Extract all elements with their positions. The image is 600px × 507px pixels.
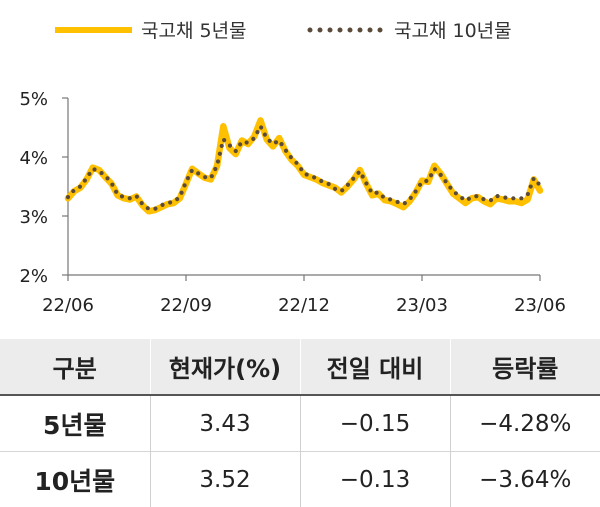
yield-table: 구분 현재가(%) 전일 대비 등락률 5년물 3.43 −0.15 −4.28…	[0, 339, 600, 507]
header-change: 전일 대비	[300, 339, 450, 395]
header-price: 현재가(%)	[150, 339, 300, 395]
table-header-row: 구분 현재가(%) 전일 대비 등락률	[0, 339, 600, 395]
series-group	[68, 120, 540, 211]
x-tick-label: 22/09	[160, 295, 212, 316]
row-rate: −4.28%	[450, 395, 600, 452]
legend: 국고채 5년물 국고채 10년물	[55, 20, 512, 42]
x-tick-label: 22/12	[278, 295, 330, 316]
header-category: 구분	[0, 339, 150, 395]
header-rate: 등락률	[450, 339, 600, 395]
legend-label-10y: 국고채 10년물	[394, 20, 512, 42]
legend-label-5y: 국고채 5년물	[141, 20, 247, 42]
row-price: 3.52	[150, 452, 300, 507]
x-tick-label: 22/06	[42, 295, 94, 316]
x-tick-label: 23/03	[396, 295, 448, 316]
table-row: 5년물 3.43 −0.15 −4.28%	[0, 395, 600, 452]
yield-chart: 국고채 5년물 국고채 10년물 2% 3% 4% 5% 22/06 22/09 22/12…	[0, 0, 600, 335]
y-tick-label: 4%	[19, 148, 48, 169]
y-tick-label: 3%	[19, 207, 48, 228]
row-change: −0.15	[300, 395, 450, 452]
row-label: 10년물	[0, 452, 150, 507]
row-price: 3.43	[150, 395, 300, 452]
table-row: 10년물 3.52 −0.13 −3.64%	[0, 452, 600, 507]
y-tick-label: 5%	[19, 89, 48, 110]
row-change: −0.13	[300, 452, 450, 507]
y-tick-label: 2%	[19, 266, 48, 287]
row-rate: −3.64%	[450, 452, 600, 507]
row-label: 5년물	[0, 395, 150, 452]
x-tick-label: 23/06	[514, 295, 566, 316]
